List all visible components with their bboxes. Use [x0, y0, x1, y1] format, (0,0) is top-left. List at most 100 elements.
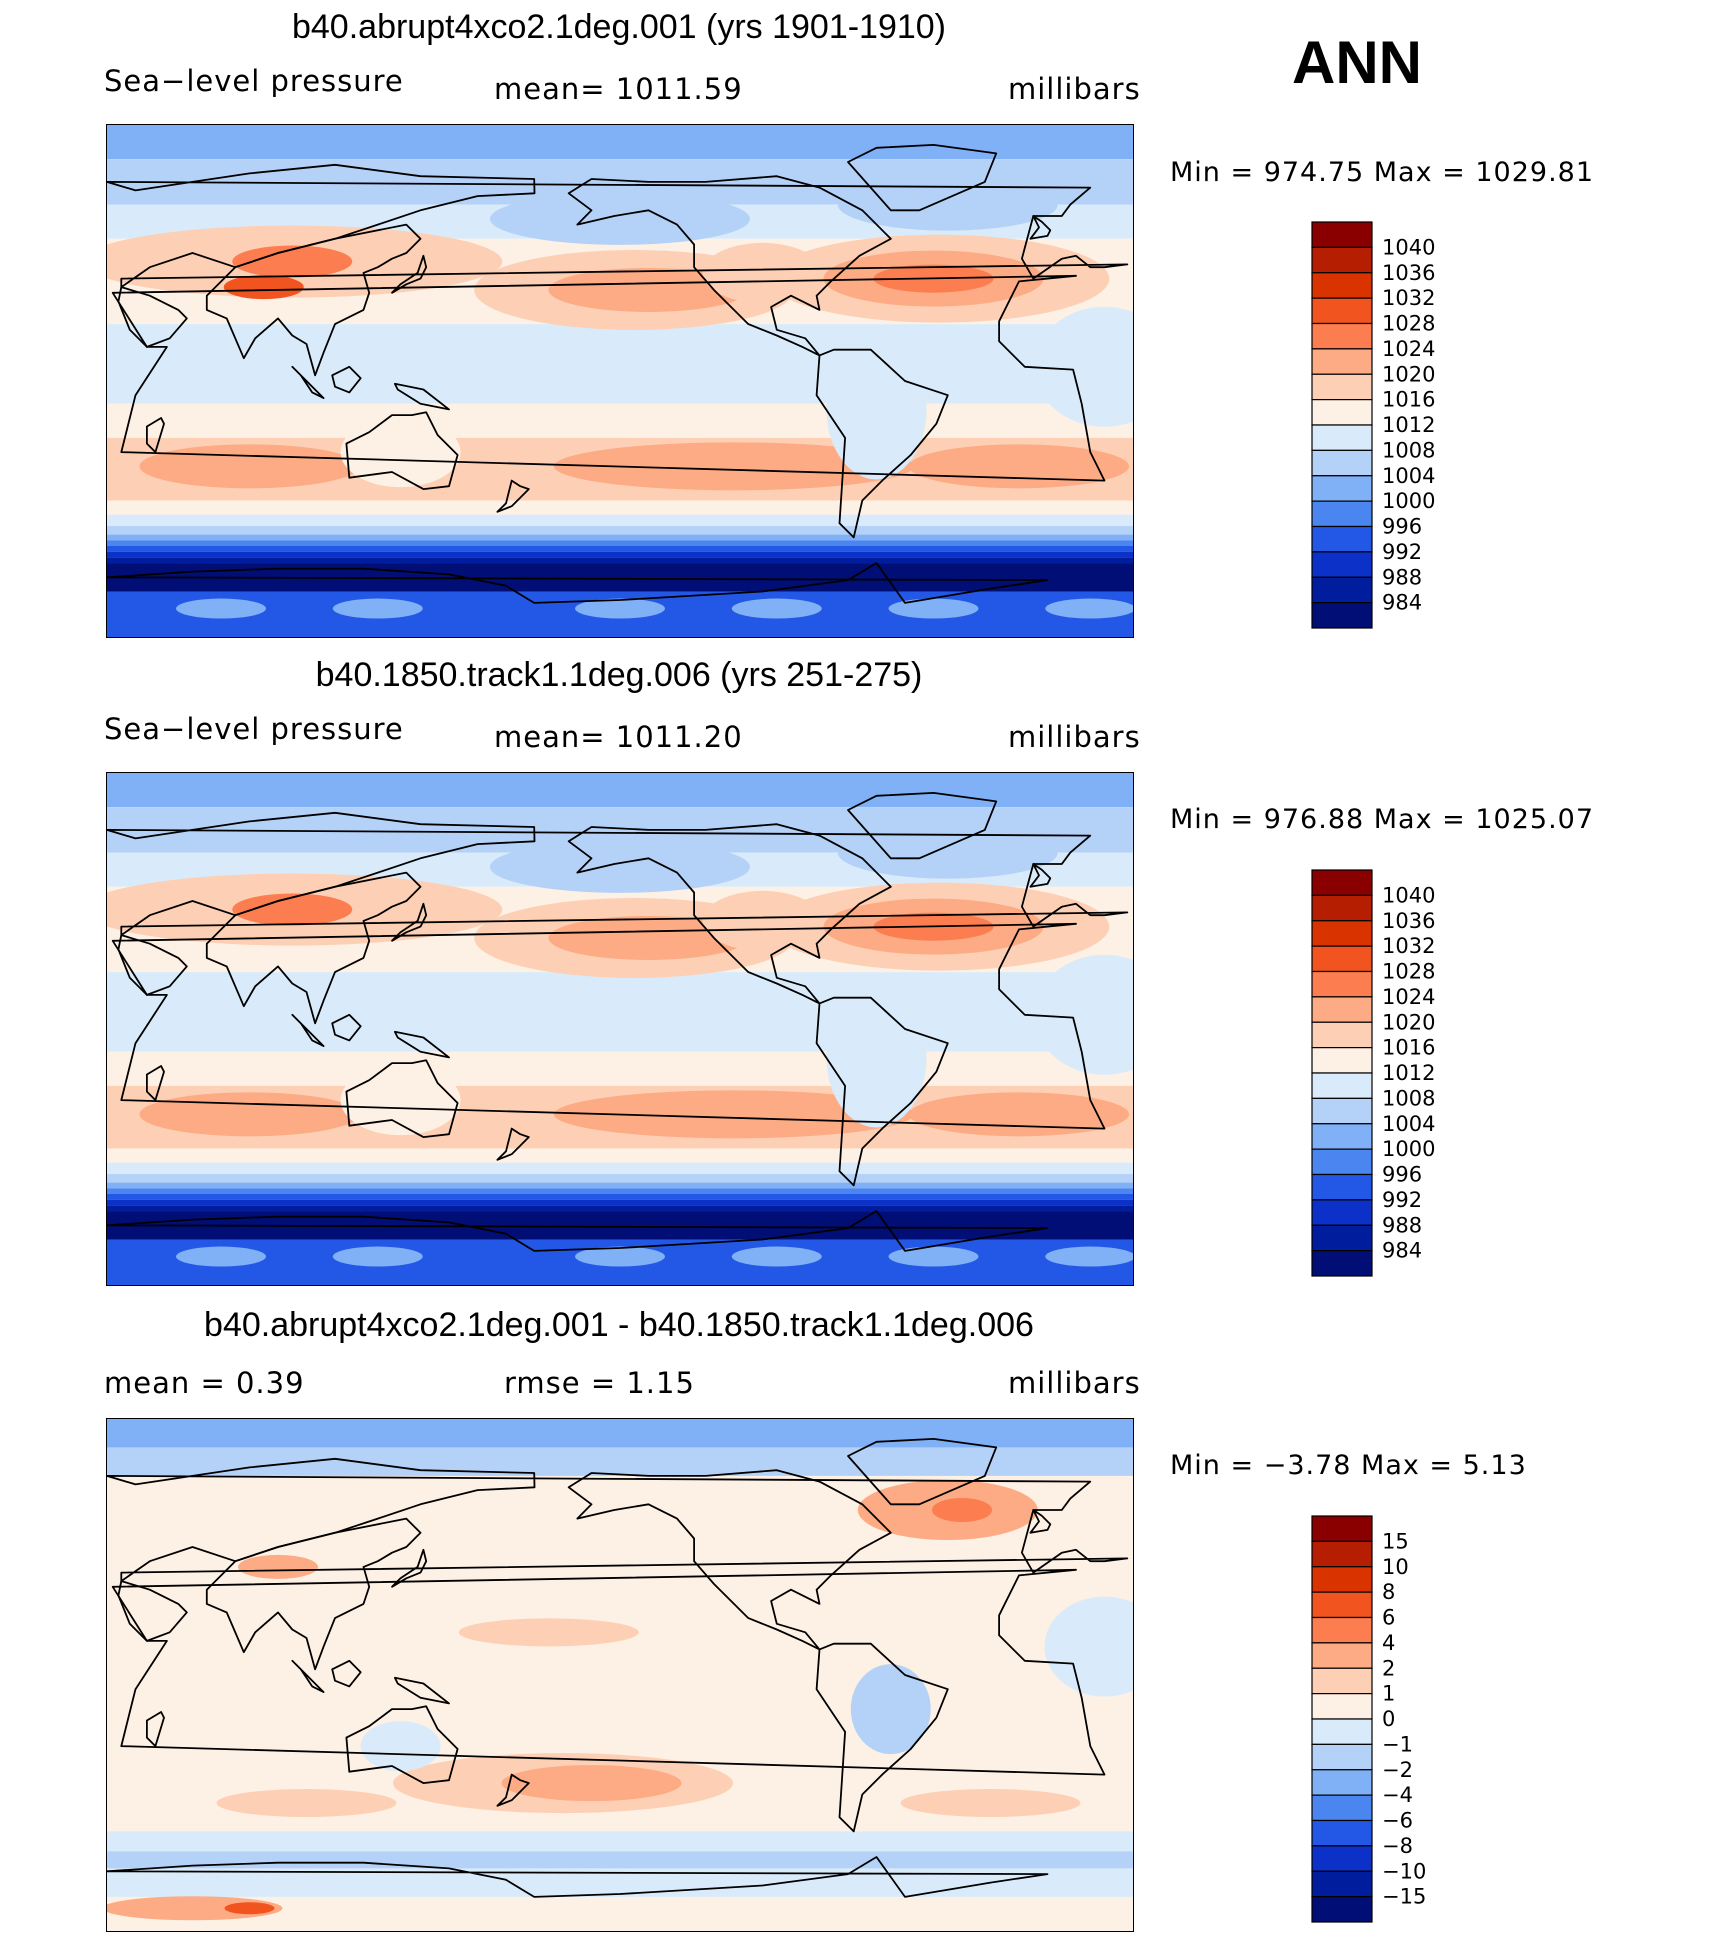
icelandic-low — [837, 178, 1058, 231]
colorbar-3-level-3: 6 — [1382, 1606, 1395, 1630]
coast-australia — [345, 411, 459, 490]
antarctic-patch-3 — [1045, 598, 1133, 619]
colorbar-1-level-8: 1008 — [1382, 438, 1435, 462]
southern-ocean-band-3 — [107, 1182, 1133, 1189]
southern-ocean-band-5 — [107, 545, 1133, 552]
coast-britain — [1029, 1509, 1052, 1534]
contour-fill-group — [107, 125, 1133, 637]
colorbar-3-swatch-0 — [1311, 1515, 1373, 1542]
panel-2-minmax: Min = 976.88 Max = 1025.07 — [1170, 804, 1595, 835]
panel-1-units-label: millibars — [1008, 72, 1141, 106]
s-america-low — [826, 339, 927, 480]
panel-3-mean-label: mean = 0.39 — [104, 1366, 305, 1400]
antarctic-patch-0 — [575, 598, 665, 619]
australia-field — [340, 417, 461, 488]
colorbar-3-swatch-9 — [1311, 1743, 1373, 1771]
s-atlantic-diff-high — [900, 1789, 1081, 1817]
colorbar-1-level-6: 1016 — [1382, 388, 1435, 412]
colorbar-3-swatch-4 — [1311, 1616, 1373, 1644]
antarctic-patch-1 — [731, 1246, 822, 1267]
coast-antarctica — [107, 1210, 1049, 1252]
colorbar-2-level-12: 992 — [1382, 1188, 1422, 1212]
colorbar-3-swatch-2 — [1311, 1566, 1373, 1593]
colorbar-1-level-1: 1036 — [1382, 261, 1435, 285]
pacific-high — [548, 915, 749, 960]
coast-arabia — [117, 286, 188, 348]
colorbar-1-swatch-4 — [1311, 322, 1373, 350]
colorbar-3-swatch-3 — [1311, 1591, 1373, 1619]
colorbar-2-level-9: 1004 — [1382, 1112, 1435, 1136]
coast-north-america — [567, 175, 892, 357]
southern-ocean-band-1 — [107, 514, 1133, 527]
colorbar-3-level-14: −15 — [1382, 1885, 1426, 1909]
colorbar-1-level-9: 1004 — [1382, 464, 1435, 488]
panel-2-variable-label: Sea−level pressure — [104, 712, 404, 746]
colorbar-3-level-4: 4 — [1382, 1631, 1395, 1655]
antarctic-patch-3 — [1045, 1246, 1133, 1267]
coast-madagascar — [146, 1065, 165, 1101]
colorbar-1-level-4: 1024 — [1382, 337, 1435, 361]
siberian-high-core — [232, 893, 353, 926]
panel-3-title: b40.abrupt4xco2.1deg.001 - b40.1850.trac… — [204, 1306, 1034, 1344]
coast-greenland — [847, 144, 998, 212]
colorbar-2-swatch-3 — [1311, 945, 1373, 973]
coast-britain — [1029, 863, 1052, 888]
southern-ocean-band-7 — [107, 1205, 1133, 1212]
colorbar-3-swatch-7 — [1311, 1693, 1373, 1720]
colorbar-1-level-5: 1020 — [1382, 362, 1435, 386]
panel-3-minmax: Min = −3.78 Max = 5.13 — [1170, 1450, 1527, 1481]
colorbar-1-level-14: 984 — [1382, 591, 1422, 615]
colorbar-3-level-13: −10 — [1382, 1859, 1426, 1883]
coast-south-america — [815, 1642, 949, 1833]
coast-greenland — [847, 1438, 998, 1506]
colorbar-2-swatch-7 — [1311, 1047, 1373, 1074]
colorbar-2-level-0: 1040 — [1382, 883, 1435, 907]
australia-field — [340, 1065, 461, 1136]
colorbar-3-level-0: 15 — [1382, 1529, 1409, 1553]
antarctic-patch-5 — [332, 598, 423, 619]
colorbar-3-level-10: −4 — [1382, 1783, 1413, 1807]
colorbar-3-level-6: 1 — [1382, 1682, 1395, 1706]
coast-sumatra — [291, 1659, 325, 1693]
arctic-diff-band-2 — [107, 1447, 1133, 1476]
africa-diff-low — [1044, 1596, 1133, 1697]
antarctic-patch-4 — [176, 1246, 266, 1267]
panel-3-units-label: millibars — [1008, 1366, 1141, 1400]
colorbar-3-swatch-1 — [1311, 1540, 1373, 1568]
panel-2-map-svg — [107, 773, 1133, 1285]
antarctic-diff-core — [224, 1902, 275, 1915]
colorbar-1-swatch-14 — [1311, 576, 1373, 604]
coast-new-zealand — [496, 479, 530, 513]
coast-madagascar — [146, 1711, 165, 1747]
colorbar-3-level-12: −8 — [1382, 1834, 1413, 1858]
coast-new-zealand — [496, 1773, 530, 1807]
coast-new-zealand — [496, 1127, 530, 1161]
coast-south-asia — [205, 1517, 422, 1671]
coastlines — [107, 792, 1129, 1252]
coast-madagascar — [146, 417, 165, 453]
arctic-low-band — [107, 773, 1133, 808]
colorbar-3-level-7: 0 — [1382, 1707, 1395, 1731]
colorbar-2-swatch-2 — [1311, 920, 1373, 947]
pacific-high — [548, 267, 749, 312]
antarctic-patch-5 — [332, 1246, 423, 1267]
southern-ocean-band-6 — [107, 1199, 1133, 1206]
aleutian-low — [490, 192, 750, 245]
antarctic-patch-4 — [176, 598, 266, 619]
panel-3-map-svg — [107, 1419, 1133, 1931]
colorbar-3-swatch-15 — [1311, 1896, 1373, 1923]
tibet-diff-high — [238, 1554, 318, 1579]
s-america-low — [826, 987, 927, 1128]
colorbar-2-level-11: 996 — [1382, 1163, 1422, 1187]
coast-australia — [345, 1059, 459, 1138]
colorbar-3-swatch-14 — [1311, 1870, 1373, 1898]
colorbar-2-level-8: 1008 — [1382, 1086, 1435, 1110]
s-indian-diff-high — [216, 1789, 397, 1817]
s-america-diff-low — [850, 1664, 931, 1755]
colorbar-2-level-7: 1012 — [1382, 1061, 1435, 1085]
southern-ocean-band-3 — [107, 534, 1133, 541]
coast-arabia — [117, 1580, 188, 1642]
panel-3-map — [106, 1418, 1134, 1932]
colorbar-1-level-3: 1028 — [1382, 312, 1435, 336]
panel-1-map — [106, 124, 1134, 638]
